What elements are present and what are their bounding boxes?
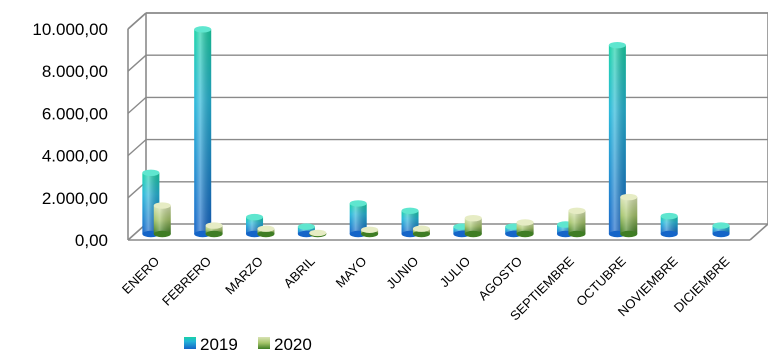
bar-2019-noviembre — [660, 212, 678, 238]
y-axis-ticks: 0,00 2.000,00 4.000,00 6.000,00 8.000,00 10.0… — [32, 20, 108, 250]
x-tick-label: ABRIL — [281, 254, 318, 291]
legend-item-2019: 2019 — [184, 335, 238, 354]
x-tick-label: FEBRERO — [159, 254, 214, 309]
bar-2019-diciembre — [712, 222, 730, 238]
legend-swatch — [184, 337, 196, 349]
bar-2020-octubre — [620, 193, 638, 238]
legend: 2019 2020 — [184, 335, 312, 354]
legend-item-2020: 2020 — [258, 335, 312, 354]
y-tick-label: 8.000,00 — [42, 62, 108, 81]
bar-2019-febrero — [194, 26, 212, 238]
y-tick-label: 4.000,00 — [42, 147, 108, 166]
legend-swatch — [258, 337, 270, 349]
y-tick-label: 2.000,00 — [42, 189, 108, 208]
gridline-depth — [127, 96, 147, 114]
x-tick-label: JULIO — [437, 254, 474, 291]
x-tick-label: DICIEMBRE — [671, 253, 733, 315]
gridline-depth — [127, 139, 147, 157]
gridline-depth — [127, 54, 147, 72]
bar-2020-abril — [309, 229, 327, 238]
chart-frame — [127, 12, 768, 241]
y-tick-label: 6.000,00 — [42, 104, 108, 123]
bar-2020-mayo — [361, 226, 379, 238]
x-tick-label: OCTUBRE — [573, 253, 629, 309]
bar-2020-junio — [412, 225, 430, 238]
y-tick-label: 10.000,00 — [32, 20, 108, 39]
x-tick-label: MARZO — [222, 254, 266, 298]
bar-2020-febrero — [205, 222, 223, 238]
x-tick-label: MAYO — [333, 254, 370, 291]
bar-2020-marzo — [257, 225, 275, 238]
legend-label: 2020 — [274, 335, 312, 354]
bar-2020-agosto — [516, 219, 534, 238]
legend-label: 2019 — [200, 335, 238, 354]
x-tick-label: AGOSTO — [475, 254, 525, 304]
y-tick-label: 0,00 — [75, 231, 108, 250]
x-tick-label: JUNIO — [383, 254, 421, 292]
floor-right-line — [749, 223, 768, 241]
gridline-depth — [127, 12, 147, 30]
bar-2019-abril — [297, 223, 315, 238]
x-tick-label: ENERO — [119, 254, 162, 297]
bar-series — [142, 26, 730, 238]
bar-2019-octubre — [608, 41, 626, 238]
bar-2020-julio — [464, 214, 482, 238]
bar-2020-enero — [153, 202, 171, 238]
bar-2020-septiembre — [568, 207, 586, 238]
